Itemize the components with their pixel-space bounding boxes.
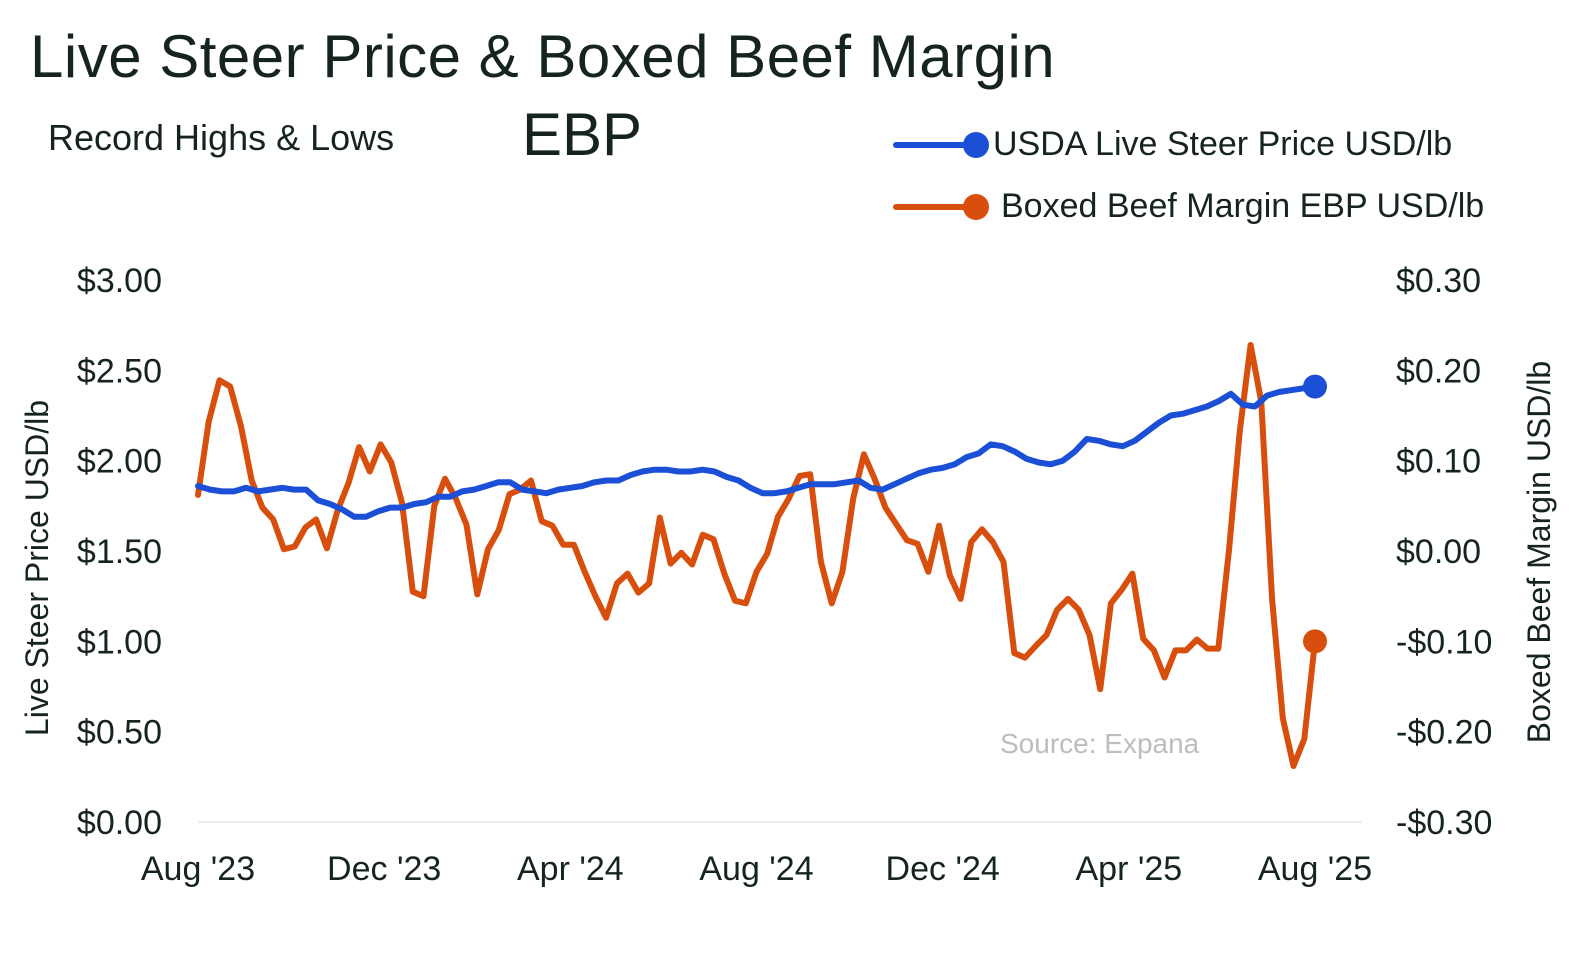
series-end-point-boxed-beef-margin (1303, 629, 1327, 654)
right-y-axis-title: Boxed Beef Margin USD/lb (1521, 361, 1557, 743)
left-y-tick-label: $0.50 (77, 714, 162, 752)
chart-subtitle: Record Highs & Lows (48, 117, 395, 158)
series-end-point-live-steer (1303, 374, 1327, 399)
right-y-tick-label: $0.00 (1396, 533, 1481, 571)
x-tick-label: Dec '23 (327, 850, 441, 888)
right-y-tick-label: $0.30 (1396, 262, 1481, 300)
legend-label-margin: Boxed Beef Margin EBP USD/lb (1001, 187, 1485, 225)
left-y-tick-label: $0.00 (77, 804, 162, 842)
left-y-axis-title: Live Steer Price USD/lb (19, 400, 55, 736)
left-y-tick-label: $2.50 (77, 352, 162, 390)
right-y-axis: -$0.30 -$0.20 -$0.10 $0.00 $0.10 $0.20 $0.30 (1396, 262, 1492, 842)
left-y-axis: $0.00 $0.50 $1.00 $1.50 $2.00 $2.50 $3.00 (77, 262, 162, 842)
x-tick-label: Apr '24 (517, 850, 624, 888)
right-y-tick-label: $0.10 (1396, 443, 1481, 481)
x-tick-label: Aug '25 (1258, 850, 1372, 888)
legend-marker-margin (963, 194, 989, 220)
legend-line-margin (893, 204, 973, 210)
left-y-tick-label: $2.00 (77, 443, 162, 481)
legend-line-steer (893, 142, 973, 148)
series-line-live-steer (195, 383, 1318, 520)
left-y-tick-label: $1.50 (77, 533, 162, 571)
x-tick-label: Aug '23 (141, 850, 255, 888)
right-y-tick-label: -$0.20 (1396, 714, 1492, 752)
chart-title: Live Steer Price & Boxed Beef Margin (30, 23, 1056, 90)
x-axis: Aug '23 Dec '23 Apr '24 Aug '24 Dec '24 Apr '… (141, 850, 1372, 888)
legend-marker-steer (963, 132, 989, 158)
right-y-tick-label: -$0.10 (1396, 623, 1492, 661)
chart-title-line2: EBP (522, 101, 643, 168)
x-tick-label: Aug '24 (699, 850, 813, 888)
source-note: Source: Expana (1000, 728, 1200, 759)
series-line-boxed-beef-margin (195, 342, 1318, 769)
left-y-tick-label: $3.00 (77, 262, 162, 300)
x-tick-label: Apr '25 (1075, 850, 1182, 888)
series-layer (195, 342, 1327, 769)
left-y-tick-label: $1.00 (77, 623, 162, 661)
legend-label-steer: USDA Live Steer Price USD/lb (993, 125, 1453, 163)
x-tick-label: Dec '24 (886, 850, 1000, 888)
right-y-tick-label: $0.20 (1396, 352, 1481, 390)
right-y-tick-label: -$0.30 (1396, 804, 1492, 842)
